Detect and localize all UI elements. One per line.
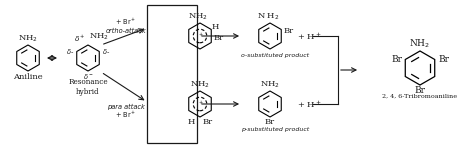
Text: N H$_2$: N H$_2$: [257, 12, 279, 22]
Text: Br: Br: [284, 27, 294, 35]
Text: Aniline: Aniline: [13, 73, 43, 81]
Text: NH$_2$: NH$_2$: [188, 12, 208, 22]
Text: H: H: [188, 118, 195, 126]
Text: $\delta$-: $\delta$-: [102, 46, 110, 56]
Text: 2, 4, 6-Tribromoaniline: 2, 4, 6-Tribromoaniline: [383, 94, 457, 99]
Text: p-substituted product: p-substituted product: [241, 127, 309, 132]
Text: ortho-attack: ortho-attack: [106, 28, 146, 34]
Text: o-substituted product: o-substituted product: [241, 53, 309, 58]
Text: Br: Br: [214, 34, 224, 42]
Text: Br: Br: [414, 86, 426, 95]
Text: NH$_2$: NH$_2$: [410, 37, 430, 50]
Text: $\delta$-: $\delta$-: [66, 46, 74, 56]
Text: H: H: [212, 23, 219, 31]
Text: + Br$^+$: + Br$^+$: [115, 110, 137, 120]
Text: Br: Br: [203, 118, 213, 126]
Text: NH$_2$: NH$_2$: [18, 33, 38, 44]
Text: $^+$: $^+$: [197, 101, 203, 107]
Text: + H$^+$: + H$^+$: [297, 98, 322, 110]
Text: $^+$: $^+$: [197, 33, 203, 39]
Text: Br: Br: [438, 56, 449, 65]
Bar: [147, 5, 197, 143]
Text: + Br$^+$: + Br$^+$: [115, 17, 137, 27]
Text: Br: Br: [265, 118, 275, 126]
Text: $\delta^+$: $\delta^+$: [74, 34, 86, 44]
Text: NH$_2$: NH$_2$: [260, 79, 280, 90]
Text: NH$_2$: NH$_2$: [190, 79, 210, 90]
Text: Br: Br: [391, 56, 402, 65]
Text: NH$_2$: NH$_2$: [89, 32, 109, 42]
Text: $\delta^-$: $\delta^-$: [82, 72, 93, 81]
Text: para attack: para attack: [107, 104, 145, 110]
Text: + H$^+$: + H$^+$: [297, 30, 322, 42]
Text: Resonance
hybrid: Resonance hybrid: [68, 78, 108, 96]
